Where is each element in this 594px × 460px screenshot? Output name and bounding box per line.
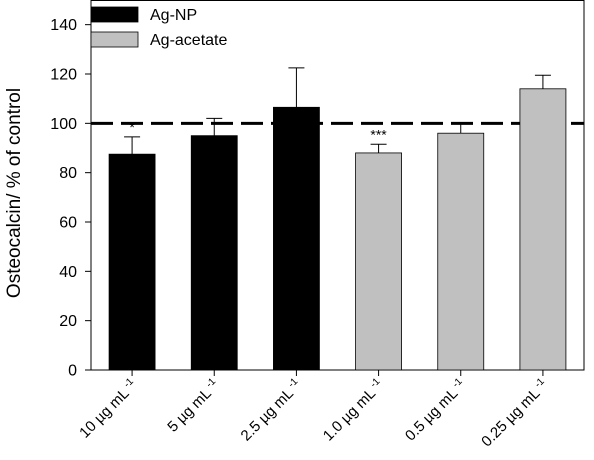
legend-label: Ag-NP xyxy=(150,7,197,24)
bar xyxy=(437,132,485,371)
bars: * *** xyxy=(108,67,567,371)
y-tick-label: 120 xyxy=(50,67,77,84)
bar xyxy=(190,135,238,371)
bar xyxy=(108,153,156,371)
legend: Ag-NP Ag-acetate xyxy=(90,6,227,49)
y-tick-label: 140 xyxy=(50,17,77,34)
y-tick-label: 100 xyxy=(50,116,77,133)
bar xyxy=(519,88,567,371)
y-tick-label: 0 xyxy=(68,363,77,380)
y-tick-label: 40 xyxy=(59,264,77,281)
legend-swatch xyxy=(90,31,139,48)
legend-swatch xyxy=(90,6,139,23)
y-tick-label: 60 xyxy=(59,215,77,232)
legend-label: Ag-acetate xyxy=(150,32,227,49)
plot-frame xyxy=(90,0,585,371)
x-tick-label: 0.5 µg mL -1 xyxy=(401,376,470,445)
x-tick-label: 2.5 µg mL -1 xyxy=(237,376,306,445)
y-tick-label: 20 xyxy=(59,313,77,330)
x-tick-label: 0.25 µg mL -1 xyxy=(477,376,552,451)
x-tick-label: 10 µg mL -1 xyxy=(75,376,141,442)
bar xyxy=(273,106,320,371)
significance-label: *** xyxy=(370,126,387,142)
y-axis-label: Osteocalcin/ % of control xyxy=(4,88,25,298)
x-tick-label: 5 µg mL -1 xyxy=(164,376,224,436)
x-tick-label: 1.0 µg mL -1 xyxy=(319,376,388,445)
bar xyxy=(355,152,402,371)
significance-label: * xyxy=(129,119,135,135)
y-tick-label: 80 xyxy=(59,165,77,182)
